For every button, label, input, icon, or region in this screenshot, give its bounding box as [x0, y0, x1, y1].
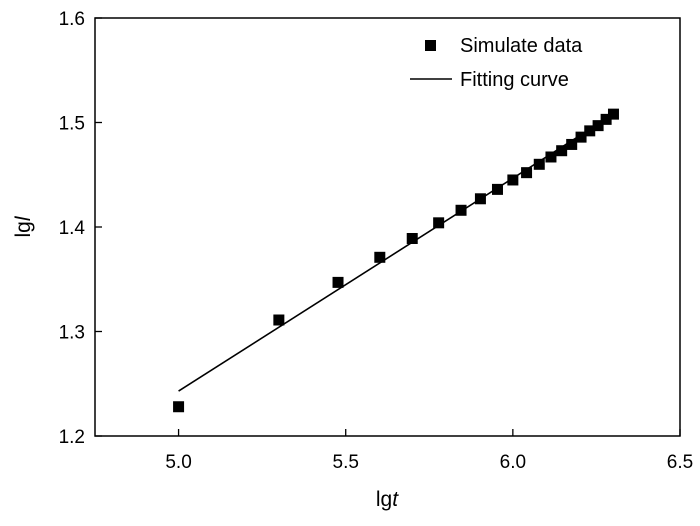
- data-point-6: [455, 204, 467, 216]
- legend-marker-square: [425, 40, 436, 51]
- data-point-11: [533, 158, 545, 170]
- x-tick-label-3: 6.5: [667, 452, 693, 473]
- data-point-8: [491, 183, 503, 195]
- y-tick-label-4: 1.6: [59, 9, 85, 30]
- data-point-0: [173, 401, 185, 413]
- data-point-4: [406, 232, 418, 244]
- legend-label-fitting-curve: Fitting curve: [460, 69, 569, 91]
- data-point-3: [374, 251, 386, 263]
- y-tick-label-3: 1.5: [59, 114, 85, 135]
- data-point-14: [566, 138, 578, 150]
- data-point-17: [592, 120, 604, 132]
- data-point-1: [273, 314, 285, 326]
- y-tick-label-2: 1.4: [59, 218, 86, 239]
- x-tick-label-0: 5.0: [165, 452, 191, 473]
- legend-label-simulate-data: Simulate data: [460, 35, 583, 57]
- x-tick-labels: 5.0 5.5 6.0 6.5: [165, 452, 693, 473]
- y-tick-label-1: 1.3: [59, 323, 85, 344]
- data-point-18: [600, 113, 612, 125]
- axis-ticks: [95, 17, 681, 437]
- data-point-5: [433, 217, 445, 229]
- data-point-13: [556, 145, 568, 157]
- plot-frame: [94, 17, 681, 437]
- legend: Simulate data Fitting curve: [410, 35, 583, 91]
- data-points: [173, 108, 619, 413]
- y-axis-title: lgl: [12, 215, 35, 237]
- data-point-12: [545, 151, 557, 163]
- data-point-7: [474, 193, 486, 205]
- data-point-10: [521, 167, 533, 179]
- x-axis-title: lgt: [376, 488, 399, 511]
- data-point-2: [332, 276, 344, 288]
- data-point-9: [507, 174, 519, 186]
- data-point-19: [607, 108, 619, 120]
- x-tick-label-2: 6.0: [500, 452, 526, 473]
- y-tick-labels: 1.2 1.3 1.4 1.5 1.6: [59, 9, 86, 448]
- x-tick-label-1: 5.5: [333, 452, 359, 473]
- y-tick-label-0: 1.2: [59, 427, 85, 448]
- data-point-15: [575, 131, 587, 143]
- data-point-16: [584, 125, 596, 137]
